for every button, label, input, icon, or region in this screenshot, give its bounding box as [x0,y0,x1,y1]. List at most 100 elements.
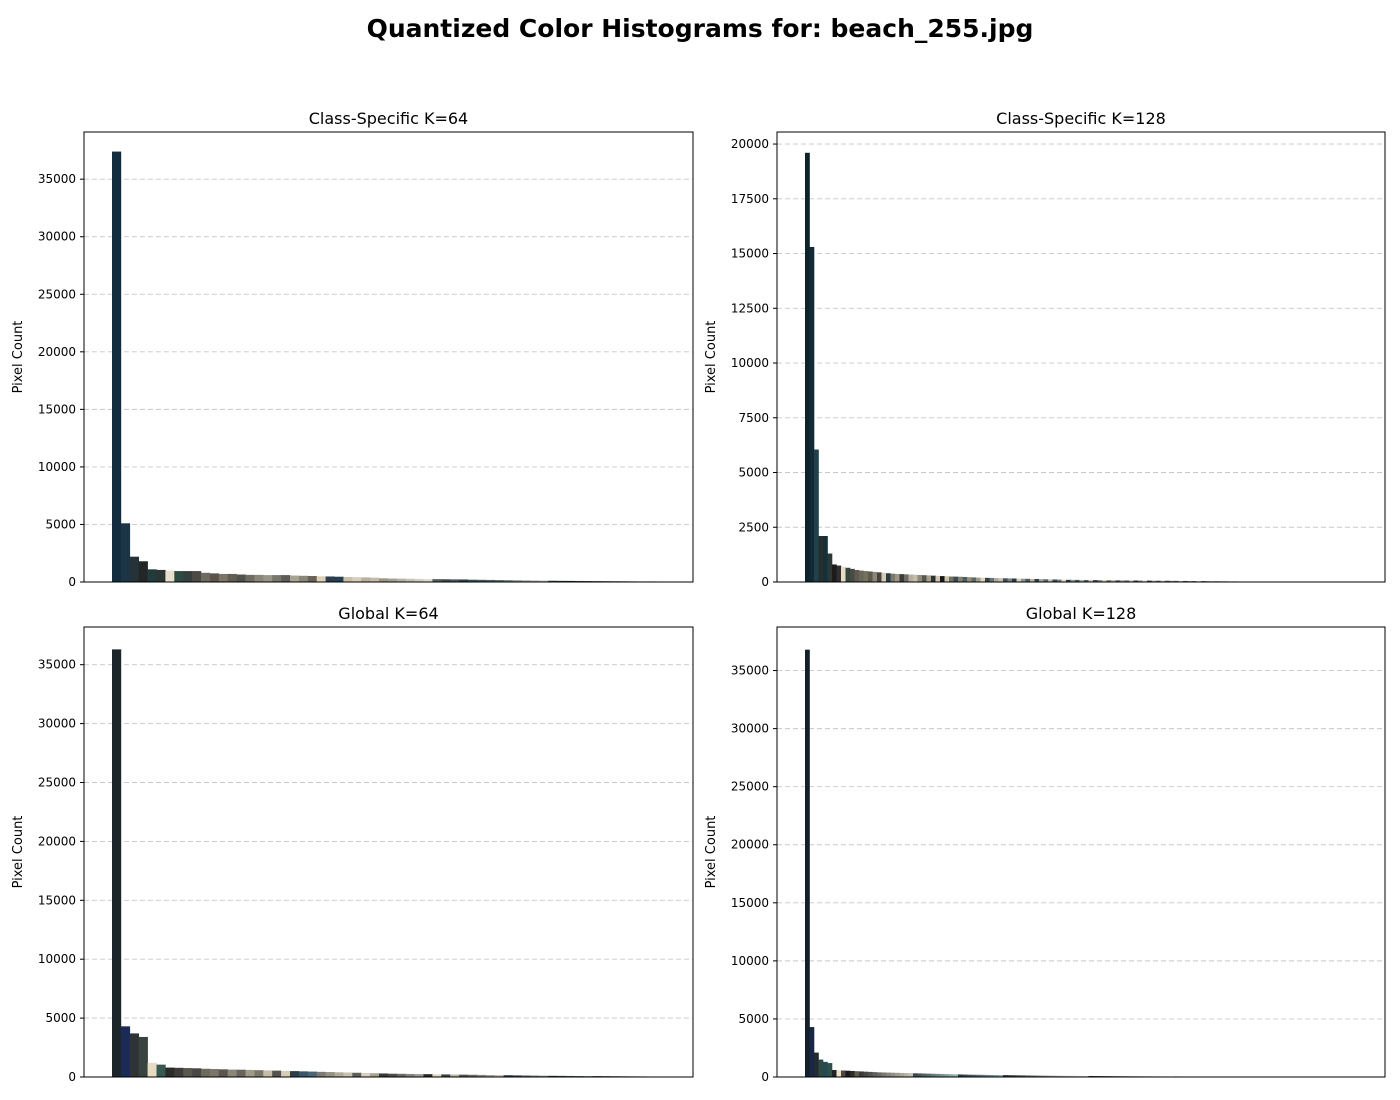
y-tick-label: 17500 [731,192,769,206]
histogram-bar [980,1074,986,1077]
histogram-bar [926,1073,932,1077]
histogram-bar [859,1071,864,1077]
histogram-bar [548,1075,558,1077]
histogram-bar [940,1073,945,1077]
histogram-bar [405,1073,415,1077]
histogram-bar [872,1072,878,1077]
histogram-bar [1025,578,1031,582]
y-tick-label: 10000 [38,952,76,966]
histogram-bar [1039,579,1044,582]
histogram-bar [931,575,936,582]
histogram-bar [976,1074,981,1077]
histogram-bar [1075,579,1080,582]
histogram-bar [908,1073,914,1077]
histogram-bar [1030,1075,1035,1077]
axes-frame [83,131,694,583]
histogram-bar [985,577,990,582]
histogram-bar [949,576,954,582]
histogram-bar [1012,1075,1017,1077]
histogram-bar [832,1070,837,1077]
histogram-bar [218,1069,228,1077]
histogram-bar [818,536,824,582]
histogram-bar [201,1068,211,1077]
histogram-bar [485,1075,495,1077]
histogram-bar [1057,1075,1062,1077]
histogram-bar [922,575,927,582]
histogram-bar [908,574,914,582]
histogram-bar [913,1073,918,1077]
histogram-bar [1034,1075,1040,1077]
histogram-bar [174,1067,184,1077]
histogram-bar [1007,1075,1013,1077]
histogram-bar [459,579,469,582]
histogram-bar [827,1063,833,1077]
y-tick-label: 25000 [38,775,76,789]
histogram-bar [1097,580,1103,582]
chart-title: Class-Specific K=128 [996,109,1166,128]
histogram-bar [854,1071,860,1077]
histogram-bar [432,579,442,582]
histogram-bar [450,1074,460,1077]
histogram-bar [414,1074,424,1077]
histogram-bar [1169,580,1175,582]
histogram-bar [396,578,406,582]
histogram-bar [201,572,211,582]
histogram-bar [809,1027,815,1077]
histogram-bar [1115,580,1121,582]
histogram-bar [859,570,864,582]
y-tick-label: 12500 [731,301,769,315]
histogram-bar [823,536,828,582]
histogram-bar [877,572,882,582]
histogram-bar [147,569,157,582]
y-tick-label: 30000 [731,722,769,736]
histogram-bar [307,576,317,582]
histogram-bar [845,1070,851,1077]
histogram-bar [138,1036,148,1077]
histogram-bar [1003,1075,1008,1077]
histogram-bar [1174,580,1179,582]
histogram-bar [1093,580,1098,582]
histogram-bar [183,571,193,582]
histogram-bar [539,1075,549,1077]
histogram-bar [361,1072,371,1077]
histogram-bar [935,575,941,582]
histogram-bar [441,579,451,582]
histogram-bar [334,1072,344,1077]
histogram-bar [1021,578,1026,582]
histogram-bar [1142,580,1148,582]
histogram-bar [334,576,344,582]
histogram-bar [1007,578,1013,582]
histogram-bar [904,574,909,582]
histogram-bar [890,573,896,582]
histogram-bar [120,523,131,582]
histogram-bar [1016,1075,1022,1077]
y-tick-label: 0 [68,575,76,589]
y-tick-label: 15000 [38,402,76,416]
histogram-bar [976,577,981,582]
histogram-bar [1084,1075,1089,1077]
histogram-bar [548,580,558,582]
histogram-bar [1102,580,1107,582]
histogram-bar [1075,1075,1080,1077]
y-tick-label: 10000 [731,954,769,968]
histogram-bar [192,571,202,582]
histogram-bar [899,574,905,582]
y-tick-label: 15000 [38,893,76,907]
chart-title: Global K=128 [1026,604,1137,623]
histogram-bar [298,1071,309,1077]
histogram-bar [290,1071,300,1077]
histogram-bar [931,1073,936,1077]
y-tick-label: 20000 [731,838,769,852]
histogram-bar [1034,579,1040,582]
y-tick-label: 30000 [38,717,76,731]
histogram-bar [881,572,887,582]
y-tick-label: 5000 [738,1012,769,1026]
histogram-bar [1021,1075,1026,1077]
histogram-bar [530,580,540,582]
histogram-bar [165,1067,175,1077]
histogram-bar [944,1074,950,1077]
histogram-bar [236,574,246,582]
histogram-bar [1043,1075,1049,1077]
histogram-bar [904,1073,909,1077]
histogram-bar [998,578,1004,582]
